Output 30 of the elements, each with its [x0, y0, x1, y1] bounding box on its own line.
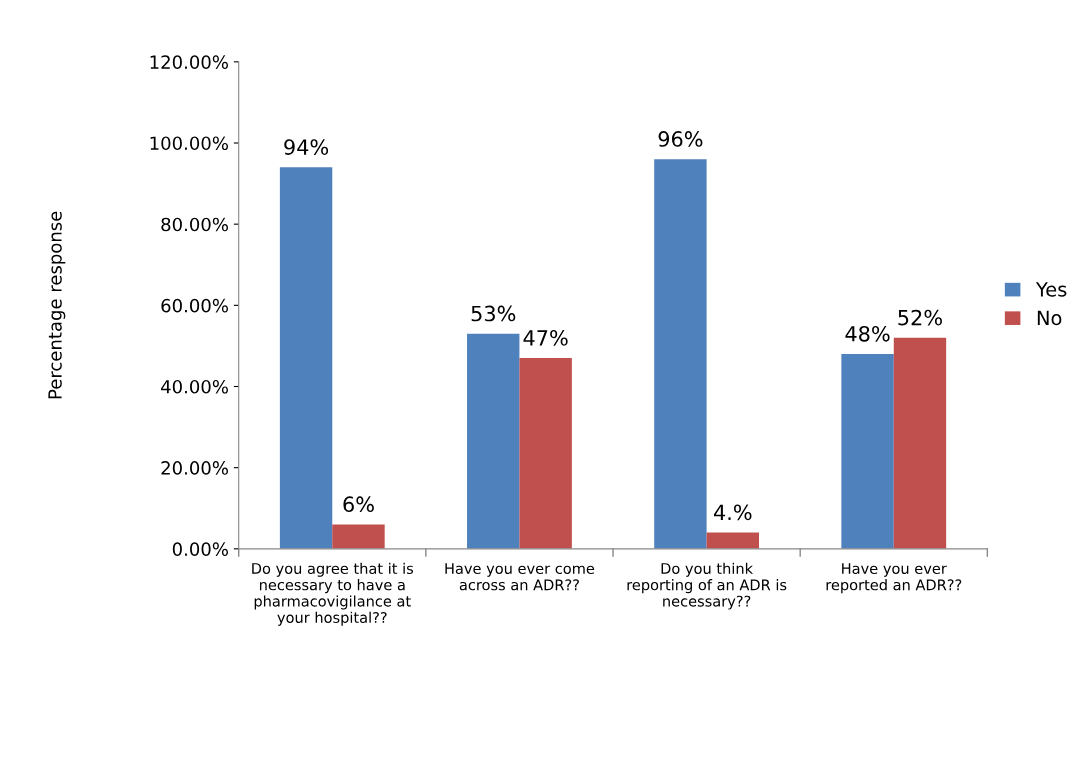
y-tick-label: 120.00%	[150, 55, 228, 69]
x-tick-label: Do you think reporting of an ADR is necessary??	[627, 562, 787, 610]
legend-label: No	[1037, 310, 1062, 326]
y-tick-label: 40.00%	[161, 379, 228, 394]
x-tick-label: Have you ever come across an ADR??	[445, 563, 595, 591]
data-label: 48%	[845, 325, 890, 342]
data-label: 6%	[343, 496, 374, 513]
data-label: 52%	[898, 309, 942, 326]
data-label: 94%	[284, 139, 329, 155]
bar	[841, 354, 894, 549]
y-tick-label: 100.00%	[150, 136, 228, 151]
bar	[706, 532, 760, 549]
bar	[893, 337, 947, 549]
y-tick-label: 20.00%	[161, 461, 228, 475]
x-tick-label: Have you ever reported an ADR??	[826, 563, 962, 594]
data-label: 96%	[658, 131, 703, 147]
y-tick-label: 80.00%	[161, 217, 228, 232]
bar	[519, 358, 572, 549]
data-label: 4.%	[713, 504, 752, 521]
y-tick-label: 60.00%	[161, 298, 228, 313]
y-axis-title: Percentage response	[48, 211, 66, 399]
legend-label: Yes	[1035, 282, 1067, 297]
bar	[654, 159, 707, 549]
data-label: 47%	[523, 329, 568, 346]
bar	[332, 524, 385, 549]
x-tick-label: Do you agree that it is necessary to have a pharmacovigilance at your hospital??	[252, 562, 414, 626]
data-label: 53%	[471, 305, 516, 322]
bar	[279, 167, 333, 549]
bar	[467, 333, 520, 549]
y-tick-label: 0.00%	[172, 542, 228, 556]
